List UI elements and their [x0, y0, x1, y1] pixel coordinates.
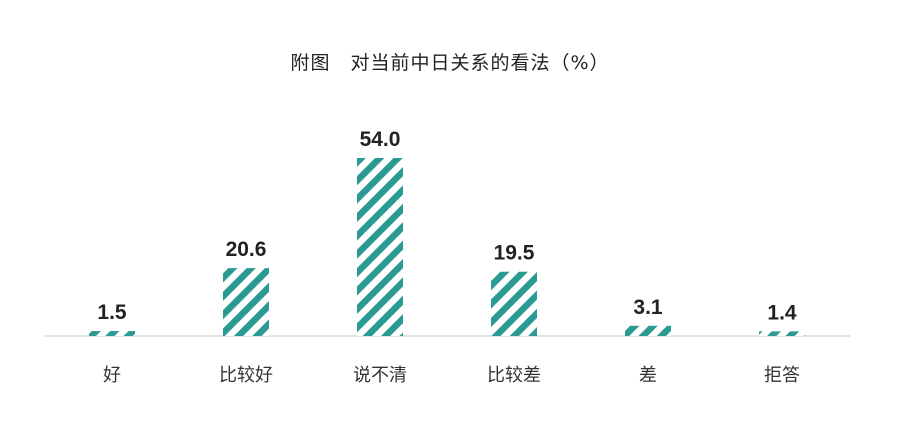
value-label-3: 19.5: [494, 242, 535, 265]
chart-title: 附图 对当前中日关系的看法（%）: [290, 52, 610, 74]
category-label-4: 差: [639, 365, 657, 386]
category-label-0: 好: [103, 365, 121, 386]
category-label-1: 比较好: [219, 365, 273, 386]
bar-4: [625, 325, 671, 336]
bar-1: [223, 268, 269, 336]
value-label-1: 20.6: [226, 238, 267, 261]
bar-3: [491, 271, 537, 336]
category-label-3: 比较差: [487, 365, 541, 386]
value-label-2: 54.0: [360, 128, 401, 151]
value-label-0: 1.5: [97, 301, 127, 324]
bar-2: [357, 158, 403, 336]
value-label-5: 1.4: [767, 301, 797, 324]
bar-0: [89, 331, 135, 336]
bar-5: [759, 331, 805, 336]
category-label-5: 拒答: [764, 365, 800, 386]
value-label-4: 3.1: [633, 296, 663, 319]
category-label-2: 说不清: [353, 365, 407, 386]
